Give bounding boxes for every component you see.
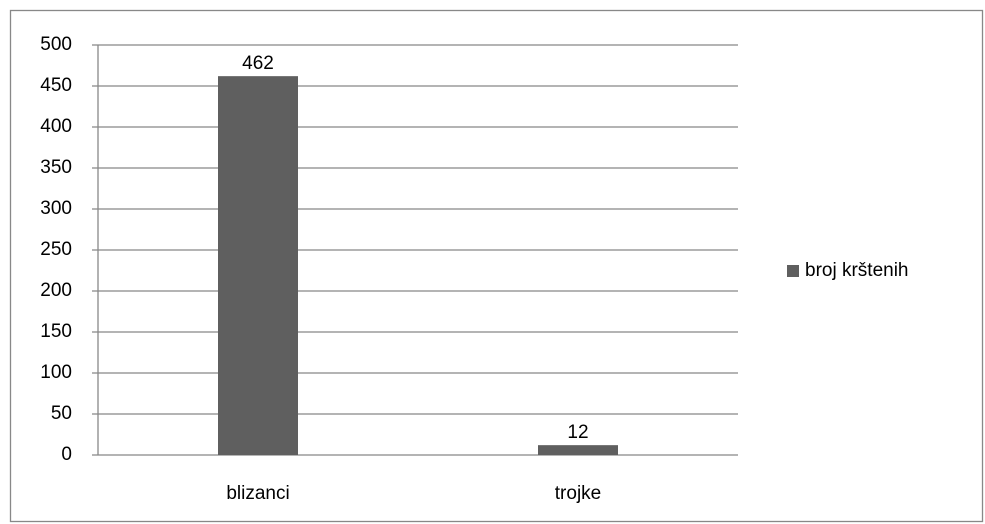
legend-label: broj krštenih — [805, 260, 909, 281]
y-tick-label: 200 — [40, 280, 72, 301]
data-label: 462 — [242, 53, 274, 74]
y-tick-label: 350 — [40, 157, 72, 178]
bar — [218, 76, 298, 455]
y-tick-label: 300 — [40, 198, 72, 219]
y-tick-label: 50 — [51, 403, 72, 424]
y-tick-label: 0 — [61, 444, 72, 465]
x-tick-label: trojke — [555, 483, 601, 504]
y-tick-label: 400 — [40, 116, 72, 137]
y-tick-label: 500 — [40, 34, 72, 55]
data-label: 12 — [567, 422, 588, 443]
legend-swatch — [787, 265, 799, 277]
y-tick-label: 150 — [40, 321, 72, 342]
y-tick-label: 250 — [40, 239, 72, 260]
x-tick-label: blizanci — [226, 483, 289, 504]
y-tick-label: 450 — [40, 75, 72, 96]
y-tick-label: 100 — [40, 362, 72, 383]
bar — [538, 445, 618, 455]
chart-border — [9, 9, 984, 523]
